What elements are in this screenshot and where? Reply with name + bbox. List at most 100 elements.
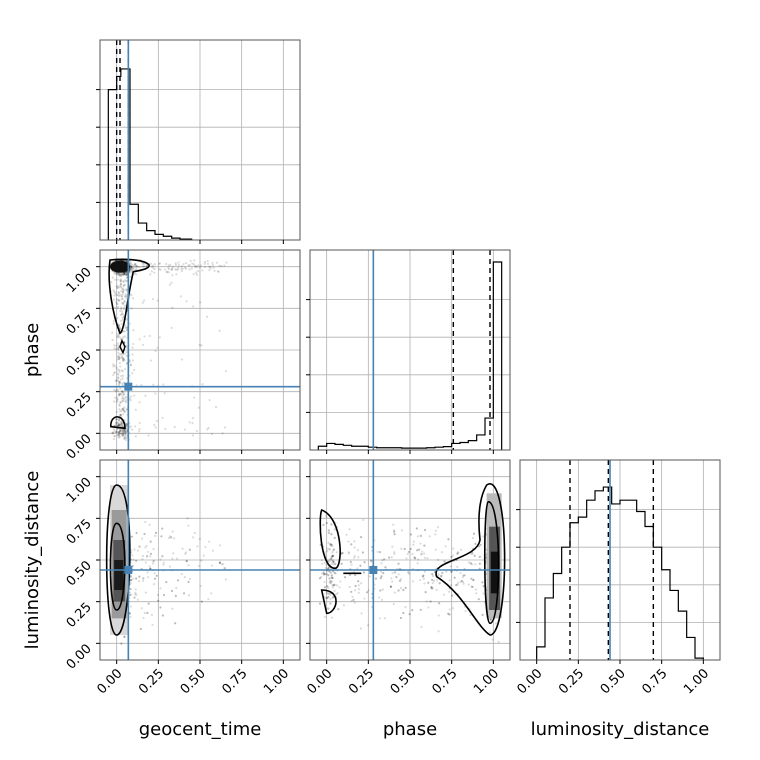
scatter-geocent_time-vs-luminosity_distance-point [134, 591, 137, 594]
scatter-phase-vs-luminosity_distance-point [354, 573, 357, 577]
scatter-phase-vs-luminosity_distance-point [407, 571, 410, 574]
scatter-geocent_time-vs-phase-point [167, 271, 170, 274]
scatter-phase-vs-luminosity_distance-point [441, 571, 444, 575]
scatter-geocent_time-vs-phase-content [108, 258, 228, 442]
scatter-geocent_time-vs-phase-point [122, 360, 125, 363]
scatter-geocent_time-vs-luminosity_distance-point [134, 593, 137, 596]
scatter-geocent_time-vs-luminosity_distance-point [184, 551, 188, 554]
scatter-geocent_time-vs-luminosity_distance-point [123, 635, 126, 638]
scatter-geocent_time-vs-phase-point [122, 308, 125, 311]
scatter-phase-vs-luminosity_distance-point [349, 560, 352, 564]
scatter-geocent_time-vs-luminosity_distance-point [180, 573, 183, 576]
scatter-phase-vs-luminosity_distance-point [447, 538, 450, 541]
scatter-geocent_time-vs-phase-point [120, 306, 123, 309]
scatter-geocent_time-vs-phase-point [134, 425, 137, 428]
scatter-phase-vs-luminosity_distance-point [468, 561, 471, 564]
scatter-geocent_time-vs-phase-density-core [110, 260, 130, 273]
scatter-geocent_time-vs-phase-point [131, 428, 134, 431]
scatter-geocent_time-vs-luminosity_distance-point [134, 588, 137, 591]
scatter-geocent_time-vs-phase-point [117, 334, 120, 337]
axis-labels: geocent_time phase luminosity_distance p… [22, 323, 709, 740]
scatter-geocent_time-vs-phase-point [154, 392, 157, 395]
scatter-phase-vs-luminosity_distance-point [438, 582, 441, 585]
scatter-geocent_time-vs-luminosity_distance-point [149, 552, 153, 555]
scatter-phase-vs-luminosity_distance-point [417, 548, 421, 551]
scatter-phase-vs-luminosity_distance-point [374, 577, 378, 580]
scatter-geocent_time-vs-phase-point [138, 401, 141, 404]
scatter-geocent_time-vs-luminosity_distance-point [176, 579, 180, 582]
scatter-phase-vs-luminosity_distance-point [322, 573, 326, 576]
scatter-phase-vs-luminosity_distance-point [431, 578, 434, 582]
scatter-phase-vs-luminosity_distance-contour-inner [483, 500, 500, 625]
scatter-phase-vs-luminosity_distance-point [334, 562, 337, 566]
scatter-phase-vs-luminosity_distance-point [333, 536, 336, 539]
scatter-geocent_time-vs-phase-point [118, 273, 121, 276]
scatter-phase-vs-luminosity_distance-point [471, 536, 475, 540]
scatter-phase-vs-luminosity_distance-point [378, 617, 381, 620]
scatter-geocent_time-vs-phase-point [116, 355, 119, 358]
scatter-geocent_time-vs-phase-point [191, 421, 194, 425]
scatter-geocent_time-vs-phase-point [124, 435, 127, 438]
scatter-phase-vs-luminosity_distance-point [322, 571, 325, 574]
scatter-phase-vs-luminosity_distance-point [330, 533, 333, 536]
scatter-geocent_time-vs-phase-point [153, 267, 156, 271]
scatter-phase-vs-luminosity_distance-point [409, 547, 412, 551]
scatter-geocent_time-vs-phase-point [133, 264, 136, 267]
scatter-phase-vs-luminosity_distance-point [393, 530, 396, 533]
scatter-phase-vs-luminosity_distance-point [399, 578, 403, 581]
scatter-phase-vs-luminosity_distance-point [427, 606, 430, 609]
scatter-geocent_time-vs-phase-point [112, 322, 115, 325]
scatter-geocent_time-vs-phase-point [120, 423, 123, 426]
scatter-geocent_time-vs-phase-point [180, 358, 184, 361]
scatter-geocent_time-vs-phase-point [158, 336, 161, 339]
scatter-geocent_time-vs-luminosity_distance-point [199, 584, 202, 588]
scatter-phase-vs-luminosity_distance-point [411, 609, 414, 612]
scatter-geocent_time-vs-phase-point [124, 433, 127, 436]
scatter-geocent_time-vs-luminosity_distance-point [175, 586, 178, 590]
scatter-geocent_time-vs-luminosity_distance-point [129, 615, 132, 619]
scatter-geocent_time-vs-phase-point [131, 353, 134, 356]
scatter-geocent_time-vs-luminosity_distance-point [145, 555, 149, 558]
scatter-phase-vs-luminosity_distance-point [383, 566, 387, 569]
scatter-geocent_time-vs-luminosity_distance-point [161, 527, 164, 530]
scatter-geocent_time-vs-luminosity_distance-point [146, 550, 150, 554]
scatter-geocent_time-vs-luminosity_distance-point [130, 593, 133, 596]
scatter-geocent_time-vs-phase-point [122, 336, 125, 339]
scatter-phase-vs-luminosity_distance-point [327, 566, 330, 569]
scatter-phase-vs-luminosity_distance-point [379, 589, 382, 592]
scatter-geocent_time-vs-phase-point [121, 288, 124, 291]
scatter-geocent_time-vs-phase-point [153, 423, 156, 427]
scatter-geocent_time-vs-phase-point [117, 351, 120, 354]
scatter-geocent_time-vs-phase-point [201, 269, 204, 272]
scatter-phase-vs-luminosity_distance-point [345, 533, 348, 536]
scatter-geocent_time-vs-luminosity_distance-point [133, 596, 136, 599]
scatter-geocent_time-vs-luminosity_distance-point [146, 611, 149, 614]
scatter-geocent_time-vs-phase-point [120, 298, 123, 301]
scatter-geocent_time-vs-phase-point [116, 399, 119, 402]
scatter-geocent_time-vs-phase-point [118, 404, 121, 407]
scatter-phase-vs-luminosity_distance-point [459, 580, 462, 584]
scatter-geocent_time-vs-phase-point [118, 430, 121, 433]
scatter-phase-vs-luminosity_distance-point [328, 560, 331, 563]
scatter-geocent_time-vs-phase-point [121, 399, 124, 402]
scatter-geocent_time-vs-phase-point [114, 421, 118, 424]
scatter-geocent_time-vs-phase-point [113, 371, 116, 374]
scatter-phase-vs-luminosity_distance-point [330, 574, 333, 577]
scatter-phase-vs-luminosity_distance-point [331, 596, 334, 599]
hist-step-luminosity_distance [536, 486, 704, 660]
scatter-phase-vs-luminosity_distance-point [350, 563, 353, 566]
scatter-geocent_time-vs-phase-point [165, 262, 168, 266]
scatter-phase-vs-luminosity_distance-point [430, 586, 433, 589]
scatter-geocent_time-vs-luminosity_distance-point [147, 602, 150, 605]
scatter-phase-vs-luminosity_distance-point [451, 554, 455, 557]
scatter-geocent_time-vs-phase-point [114, 272, 117, 276]
scatter-geocent_time-vs-phase-point [123, 300, 126, 303]
scatter-phase-vs-luminosity_distance-point [321, 562, 324, 565]
scatter-geocent_time-vs-phase-point [121, 301, 124, 304]
scatter-geocent_time-vs-phase-point [111, 432, 114, 435]
scatter-phase-vs-luminosity_distance-point [472, 532, 476, 535]
scatter-geocent_time-vs-phase-point [123, 273, 126, 276]
scatter-geocent_time-vs-phase-point [143, 299, 146, 302]
scatter-geocent_time-vs-luminosity_distance-point [135, 577, 138, 580]
scatter-geocent_time-vs-phase-point [120, 275, 123, 278]
